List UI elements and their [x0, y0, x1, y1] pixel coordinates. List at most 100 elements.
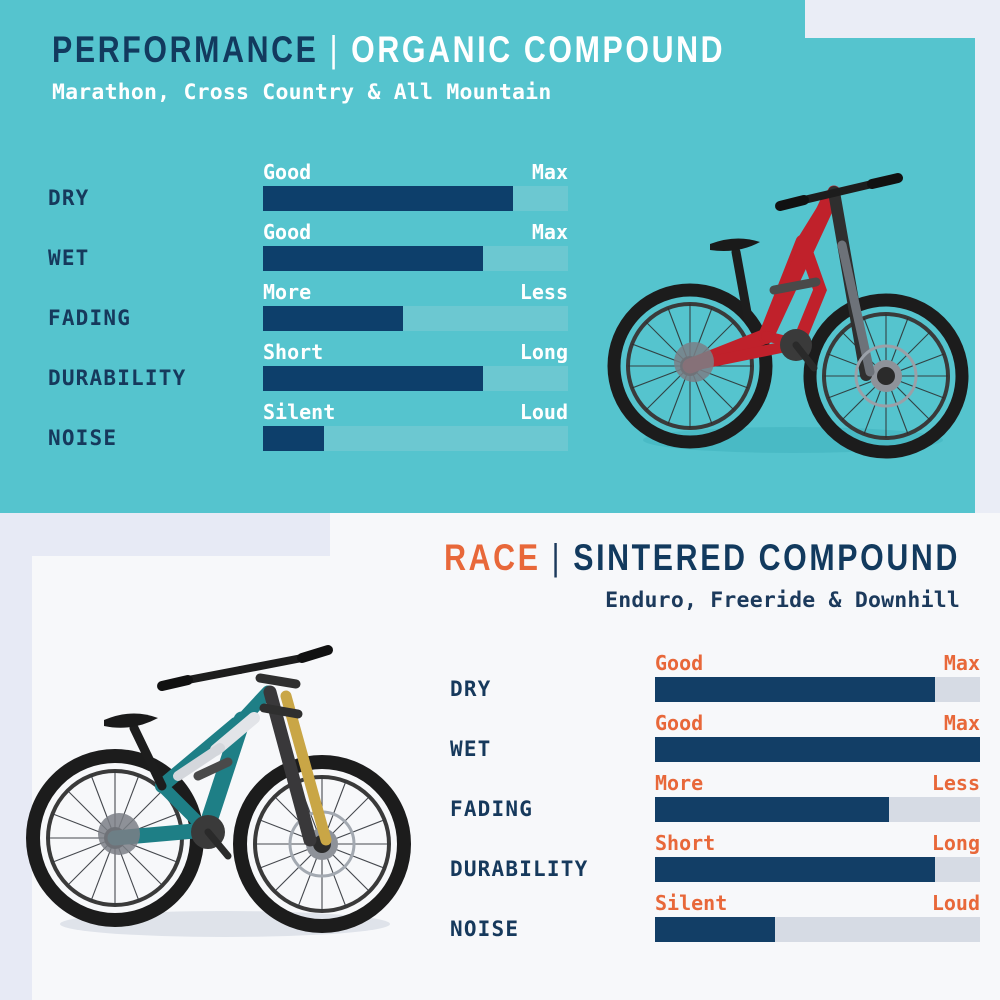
decorative-block-top-right	[805, 0, 1000, 38]
metric-row: WET Good Max	[450, 713, 980, 773]
scale-low-label: Short	[655, 831, 716, 855]
metric-label-fading: FADING	[450, 797, 534, 821]
bar-track	[263, 306, 568, 331]
scale-high-label: Less	[519, 280, 568, 304]
metric-label-dry: DRY	[450, 677, 492, 701]
scale-high-label: Loud	[931, 891, 980, 915]
metric-label-noise: NOISE	[450, 917, 520, 941]
race-metrics-list: DRY Good Max WET Good Max	[450, 653, 980, 953]
scale-low-label: Good	[263, 160, 312, 184]
scale-high-label: Max	[943, 651, 980, 675]
metric-gauge-dry: Good Max	[263, 162, 568, 214]
metric-label-noise: NOISE	[48, 426, 118, 450]
metric-label-fading: FADING	[48, 306, 132, 330]
bar-fill	[263, 426, 324, 451]
scale-labels: Silent Loud	[263, 402, 568, 426]
scale-high-label: Less	[931, 771, 980, 795]
teal-downhill-mountain-bike-image	[10, 600, 430, 950]
scale-labels: Silent Loud	[655, 893, 980, 917]
metric-row: WET Good Max	[48, 222, 568, 282]
bar-fill	[655, 677, 935, 702]
race-title-separator: |	[540, 537, 574, 578]
scale-labels: Short Long	[263, 342, 568, 366]
bar-track	[655, 917, 980, 942]
metric-gauge-noise: Silent Loud	[263, 402, 568, 454]
scale-low-label: Good	[655, 711, 704, 735]
metric-gauge-durability: Short Long	[263, 342, 568, 394]
metric-gauge-wet: Good Max	[263, 222, 568, 274]
performance-title-primary: PERFORMANCE	[52, 29, 319, 70]
metric-row: DRY Good Max	[48, 162, 568, 222]
scale-high-label: Long	[931, 831, 980, 855]
scale-high-label: Max	[943, 711, 980, 735]
bar-track	[263, 186, 568, 211]
metric-label-durability: DURABILITY	[450, 857, 589, 881]
performance-title: PERFORMANCE | ORGANIC COMPOUND	[52, 30, 725, 70]
bar-fill	[263, 186, 514, 211]
scale-high-label: Max	[531, 160, 568, 184]
race-title-secondary: SINTERED COMPOUND	[573, 537, 960, 578]
bar-fill	[263, 306, 404, 331]
scale-labels: Good Max	[263, 162, 568, 186]
bar-track	[263, 426, 568, 451]
metric-label-dry: DRY	[48, 186, 90, 210]
scale-low-label: Silent	[263, 400, 336, 424]
bar-track	[263, 246, 568, 271]
metric-row: NOISE Silent Loud	[450, 893, 980, 953]
bar-fill	[655, 797, 889, 822]
scale-high-label: Long	[519, 340, 568, 364]
metric-gauge-wet: Good Max	[655, 713, 980, 765]
performance-title-separator: |	[318, 29, 352, 70]
performance-heading: PERFORMANCE | ORGANIC COMPOUND Marathon,…	[52, 30, 873, 105]
bar-fill	[655, 857, 935, 882]
bar-track	[655, 797, 980, 822]
bar-track	[655, 857, 980, 882]
metric-row: DRY Good Max	[450, 653, 980, 713]
metric-label-wet: WET	[48, 246, 90, 270]
performance-subtitle: Marathon, Cross Country & All Mountain	[52, 79, 552, 105]
scale-low-label: More	[655, 771, 704, 795]
metric-gauge-fading: More Less	[655, 773, 980, 825]
metric-gauge-durability: Short Long	[655, 833, 980, 885]
scale-high-label: Max	[531, 220, 568, 244]
scale-labels: More Less	[263, 282, 568, 306]
metric-row: FADING More Less	[450, 773, 980, 833]
metric-gauge-dry: Good Max	[655, 653, 980, 705]
bar-fill	[655, 917, 776, 942]
metric-row: FADING More Less	[48, 282, 568, 342]
performance-metrics-list: DRY Good Max WET Good Max	[48, 162, 568, 462]
scale-labels: Good Max	[263, 222, 568, 246]
decorative-strip-left	[0, 513, 32, 1000]
bar-fill	[263, 246, 483, 271]
decorative-strip-right	[975, 0, 1000, 513]
metric-row: DURABILITY Short Long	[450, 833, 980, 893]
scale-labels: Short Long	[655, 833, 980, 857]
metric-label-wet: WET	[450, 737, 492, 761]
metric-row: DURABILITY Short Long	[48, 342, 568, 402]
metric-label-durability: DURABILITY	[48, 366, 187, 390]
race-title: RACE | SINTERED COMPOUND	[173, 538, 960, 578]
scale-low-label: Good	[263, 220, 312, 244]
bar-track	[655, 737, 980, 762]
race-heading: RACE | SINTERED COMPOUND Enduro, Freerid…	[0, 538, 960, 613]
performance-title-secondary: ORGANIC COMPOUND	[351, 29, 726, 70]
scale-low-label: Silent	[655, 891, 728, 915]
metric-row: NOISE Silent Loud	[48, 402, 568, 462]
metric-gauge-fading: More Less	[263, 282, 568, 334]
race-title-primary: RACE	[444, 537, 541, 578]
scale-high-label: Loud	[519, 400, 568, 424]
scale-low-label: Good	[655, 651, 704, 675]
bar-track	[655, 677, 980, 702]
bar-fill	[263, 366, 483, 391]
bar-fill	[655, 737, 980, 762]
metric-gauge-noise: Silent Loud	[655, 893, 980, 945]
red-trail-mountain-bike-image	[598, 140, 983, 460]
scale-low-label: More	[263, 280, 312, 304]
decorative-block-bottom-left	[0, 513, 330, 556]
scale-low-label: Short	[263, 340, 324, 364]
scale-labels: Good Max	[655, 653, 980, 677]
scale-labels: Good Max	[655, 713, 980, 737]
bar-track	[263, 366, 568, 391]
scale-labels: More Less	[655, 773, 980, 797]
